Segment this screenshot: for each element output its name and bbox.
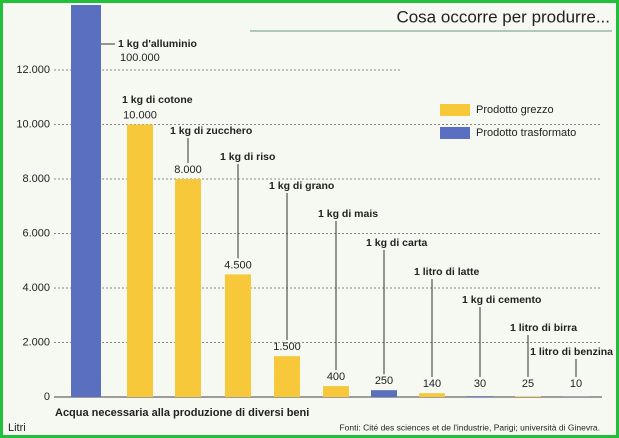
category-label: 1 kg di carta bbox=[366, 237, 427, 249]
category-label: 1 litro di benzina bbox=[530, 346, 613, 358]
y-tick-label: 6.000 bbox=[22, 227, 50, 239]
y-tick-label: 2.000 bbox=[22, 336, 50, 348]
value-label: 400 bbox=[327, 371, 345, 383]
category-label: 1 kg di cotone bbox=[122, 94, 193, 106]
bars bbox=[71, 5, 589, 397]
legend-label: Prodotto grezzo bbox=[476, 104, 554, 116]
category-label: 1 kg di grano bbox=[269, 180, 334, 192]
value-label: 100.000 bbox=[120, 52, 160, 64]
bar bbox=[515, 396, 541, 397]
value-label: 30 bbox=[474, 378, 486, 390]
legend-swatch bbox=[440, 127, 470, 139]
bar bbox=[323, 386, 349, 397]
value-label: 25 bbox=[522, 378, 534, 390]
legend-swatch bbox=[440, 104, 470, 116]
bar bbox=[274, 356, 300, 397]
bar bbox=[225, 274, 251, 397]
category-label: 1 kg di zucchero bbox=[170, 125, 252, 137]
value-label: 250 bbox=[375, 375, 393, 387]
y-tick-label: 12.000 bbox=[16, 64, 50, 76]
bar bbox=[467, 396, 493, 397]
y-tick-label: 4.000 bbox=[22, 282, 50, 294]
y-axis-label: Litri bbox=[8, 422, 26, 434]
category-label: 1 kg di mais bbox=[318, 208, 378, 220]
bar bbox=[127, 124, 153, 397]
value-label: 8.000 bbox=[174, 164, 202, 176]
category-label: 1 kg di cemento bbox=[462, 294, 541, 306]
bar bbox=[419, 393, 445, 397]
bar bbox=[371, 390, 397, 397]
chart-title: Cosa occorre per produrre... bbox=[396, 7, 610, 26]
category-label: 1 litro di latte bbox=[414, 266, 480, 278]
x-axis-label: Acqua necessaria alla produzione di dive… bbox=[55, 407, 309, 419]
value-label: 4.500 bbox=[224, 259, 252, 271]
bar bbox=[175, 179, 201, 397]
value-label: 140 bbox=[423, 378, 441, 390]
legend-label: Prodotto trasformato bbox=[476, 127, 576, 139]
value-label: 10.000 bbox=[123, 109, 157, 121]
y-tick-label: 8.000 bbox=[22, 173, 50, 185]
value-label: 10 bbox=[570, 378, 582, 390]
category-label: 1 kg di riso bbox=[220, 151, 275, 163]
source: Fonti: Cité des sciences et de l'industr… bbox=[339, 422, 600, 432]
value-label: 1.500 bbox=[273, 341, 301, 353]
category-label: 1 kg d'alluminio bbox=[118, 38, 197, 50]
y-tick-label: 0 bbox=[44, 391, 50, 403]
y-tick-label: 10.000 bbox=[16, 118, 50, 130]
bar bbox=[71, 5, 101, 397]
category-label: 1 litro di birra bbox=[510, 322, 577, 334]
